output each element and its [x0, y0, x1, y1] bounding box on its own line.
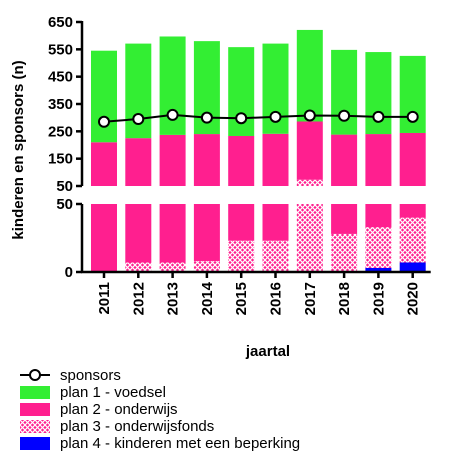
bar-plan-2-2011-lower — [91, 204, 117, 272]
bar-plan-2-2012-upper — [125, 138, 152, 186]
sponsors-line — [103, 113, 413, 123]
bar-plan-1-2011-upper — [91, 50, 117, 143]
sponsors-point-2020 — [406, 110, 419, 123]
bar-plan-2-2020-upper — [399, 132, 426, 186]
bar-plan-2-2018-upper — [331, 134, 358, 186]
x-tick-label-2016: 2016 — [268, 282, 285, 315]
y-tick-label-upper-350: 350 — [48, 96, 73, 113]
sponsors-point-2011 — [98, 115, 110, 128]
sponsors-point-2013 — [166, 108, 179, 121]
y-tick-label-upper-150: 150 — [48, 151, 73, 168]
bar-plan-3-2016-lower — [262, 240, 289, 272]
y-tick-label-upper-50: 50 — [56, 178, 73, 195]
bar-plan-3-2014-lower — [193, 261, 220, 272]
x-tick-label-2019: 2019 — [370, 282, 387, 315]
bar-plan-3-2015-lower — [228, 240, 255, 272]
x-tick-label-2015: 2015 — [233, 282, 250, 315]
x-tick-label-2020: 2020 — [405, 282, 422, 315]
legend-label-plan-2: plan 2 - onderwijs — [60, 401, 178, 418]
y-tick-label-upper-650: 650 — [48, 14, 73, 31]
x-tick-label-2012: 2012 — [130, 282, 147, 315]
y-axis-title: kinderen en sponsors (n) — [10, 60, 27, 239]
sponsors-point-2012 — [132, 113, 145, 126]
bar-plan-3-2012-lower — [125, 262, 152, 272]
y-tick-label-lower-0: 0 — [65, 264, 73, 281]
x-tick-label-2018: 2018 — [336, 282, 353, 315]
legend-swatch-plan-3 — [20, 420, 50, 433]
bar-plan-3-2013-lower — [159, 262, 186, 272]
bar-plan-2-2015-upper — [228, 135, 255, 186]
bar-plan-3-2017-lower — [296, 204, 323, 272]
x-tick-labels: 2011 2012 2013 2014 2015 2016 2017 2018 2019 2020 — [96, 281, 422, 315]
y-tick-labels: 50 150 250 350 450 550 650 0 50 — [48, 14, 73, 281]
bar-plan-2-2016-upper — [262, 133, 289, 186]
legend-swatch-plan-2 — [20, 403, 50, 416]
sponsors-point-2017 — [303, 109, 316, 122]
y-tick-label-upper-250: 250 — [48, 123, 73, 140]
bar-plan-2-2019-lower — [365, 204, 392, 228]
bar-plan-2-2013-lower — [159, 204, 186, 263]
bar-plan-2-2020-lower — [399, 204, 426, 218]
x-tick-label-2013: 2013 — [165, 282, 182, 315]
bar-plan-2-2016-lower — [262, 204, 289, 241]
bars-layer — [91, 29, 426, 272]
y-tick-label-upper-550: 550 — [48, 41, 73, 58]
bar-plan-3-2018-lower — [331, 233, 358, 272]
sponsors-point-2019 — [372, 110, 385, 123]
bar-plan-2-2013-upper — [159, 134, 186, 186]
sponsors-point-2018 — [338, 109, 351, 122]
legend-swatch-plan-4 — [20, 437, 50, 450]
bar-plan-4-2019-lower — [365, 267, 392, 272]
legend-label-plan-1: plan 1 - voedsel — [60, 384, 166, 401]
bar-plan-2-2014-upper — [193, 134, 220, 186]
y-tick-label-upper-450: 450 — [48, 69, 73, 86]
axes-layer — [76, 20, 431, 278]
bar-plan-3-2017-upper — [296, 179, 323, 186]
bar-plan-3-2019-lower — [365, 227, 392, 268]
bar-plan-2-2014-lower — [193, 204, 220, 262]
sponsors-point-2016 — [269, 110, 282, 123]
bar-plan-3-2020-lower — [399, 217, 426, 263]
legend-label-plan-3: plan 3 - onderwijsfonds — [60, 418, 214, 435]
bar-plan-2-2011-upper — [91, 142, 117, 186]
bar-plan-2-2019-upper — [365, 134, 392, 186]
legend-swatch-plan-1 — [20, 386, 50, 399]
bar-plan-1-2018-upper — [331, 49, 358, 135]
legend-label-sponsors: sponsors — [60, 367, 121, 384]
bar-plan-2-2018-lower — [331, 204, 358, 234]
bar-plan-4-2020-lower — [399, 262, 426, 272]
y-tick-label-lower-50: 50 — [56, 196, 73, 213]
sponsors-point-2014 — [200, 111, 213, 124]
x-tick-label-2011: 2011 — [96, 282, 113, 315]
x-axis-title: jaartal — [245, 343, 290, 360]
x-tick-label-2017: 2017 — [302, 282, 319, 315]
sponsors-line-layer — [98, 108, 419, 128]
bar-plan-2-2012-lower — [125, 204, 152, 263]
legend-label-plan-4: plan 4 - kinderen met een beperking — [60, 435, 300, 452]
bar-plan-2-2017-upper — [296, 121, 323, 180]
bar-plan-1-2017-upper — [296, 29, 323, 122]
legend-marker-sponsors — [29, 369, 41, 381]
bar-plan-2-2015-lower — [228, 204, 255, 241]
x-tick-label-2014: 2014 — [199, 281, 216, 315]
sponsors-point-2015 — [235, 112, 248, 125]
